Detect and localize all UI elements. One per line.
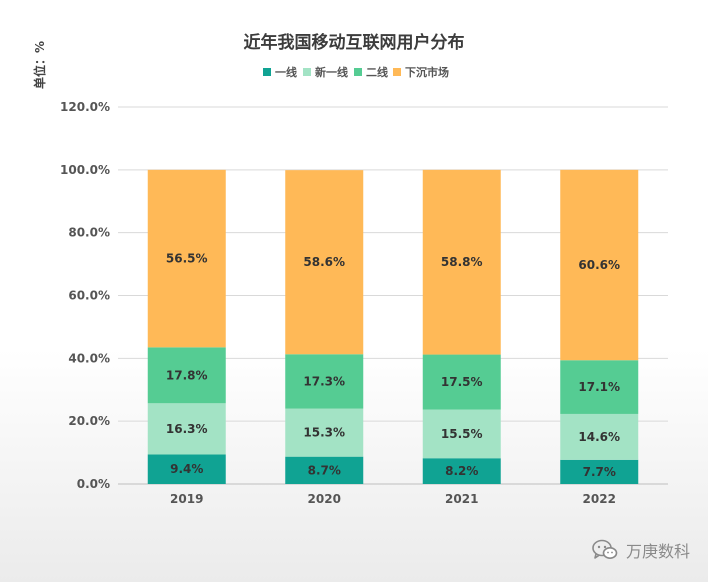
bar-segment (285, 170, 364, 355)
legend-swatch (303, 68, 311, 76)
data-label: 56.5% (166, 252, 208, 266)
bar-segment (422, 169, 501, 355)
chart-title: 近年我国移动互联网用户分布 (244, 32, 465, 53)
data-label: 60.6% (578, 258, 620, 272)
bar-segment (285, 456, 364, 484)
legend-label: 一线 (275, 65, 297, 79)
wechat-icon (592, 539, 618, 559)
data-label: 15.3% (303, 426, 345, 440)
bar-segment (147, 454, 226, 484)
data-label: 8.7% (308, 463, 341, 477)
legend: 一线 新一线 二线 下沉市场 (263, 65, 449, 79)
y-tick-label: 60.0% (68, 289, 110, 303)
x-tick-label: 2020 (308, 492, 341, 506)
data-label: 17.3% (303, 374, 345, 388)
x-tick-label: 2022 (583, 492, 616, 506)
data-label: 17.8% (166, 368, 208, 382)
data-label: 17.1% (578, 380, 620, 394)
bar-segment (285, 354, 364, 409)
legend-label: 新一线 (315, 65, 348, 79)
data-label: 58.8% (441, 255, 483, 269)
y-tick-label: 40.0% (68, 351, 110, 365)
data-label: 14.6% (578, 430, 620, 444)
bar-segment (147, 403, 226, 455)
bar-segment (560, 360, 639, 414)
unit-label: 单位：% (32, 41, 47, 89)
y-tick-label: 20.0% (68, 414, 110, 428)
legend-swatch (354, 68, 362, 76)
legend-label: 下沉市场 (405, 65, 449, 79)
bar-segment (560, 413, 639, 460)
bar-segment (422, 458, 501, 484)
data-label: 8.2% (445, 464, 478, 478)
data-label: 7.7% (583, 465, 616, 479)
watermark: 万庚数科 (592, 538, 690, 562)
bars: 9.4% 16.3% 17.8% 56.5% 8.7% 15.3% 17.3% 58.6% 8.… (147, 169, 639, 484)
bar-segment (422, 409, 501, 459)
x-axis: 2019 2020 2021 2022 (170, 492, 616, 506)
bar-segment (147, 169, 226, 348)
data-label: 9.4% (170, 462, 203, 476)
y-tick-label: 100.0% (60, 163, 110, 177)
y-tick-label: 80.0% (68, 226, 110, 240)
bar-segment (560, 459, 639, 484)
legend-label: 二线 (366, 65, 388, 79)
x-tick-label: 2019 (170, 492, 203, 506)
data-label: 58.6% (303, 255, 345, 269)
bar-segment (560, 169, 639, 361)
y-axis: 0.0% 20.0% 40.0% 60.0% 80.0% 100.0% 120.0% (60, 100, 110, 491)
bar-segment (147, 347, 226, 404)
legend-swatch (263, 68, 271, 76)
data-label: 16.3% (166, 422, 208, 436)
bar-segment (285, 408, 364, 457)
data-label: 17.5% (441, 375, 483, 389)
y-tick-label: 120.0% (60, 100, 110, 114)
x-tick-label: 2021 (445, 492, 478, 506)
data-label: 15.5% (441, 427, 483, 441)
watermark-text: 万庚数科 (625, 542, 690, 561)
bar-segment (422, 354, 501, 410)
legend-swatch (393, 68, 401, 76)
y-tick-label: 0.0% (77, 477, 110, 491)
